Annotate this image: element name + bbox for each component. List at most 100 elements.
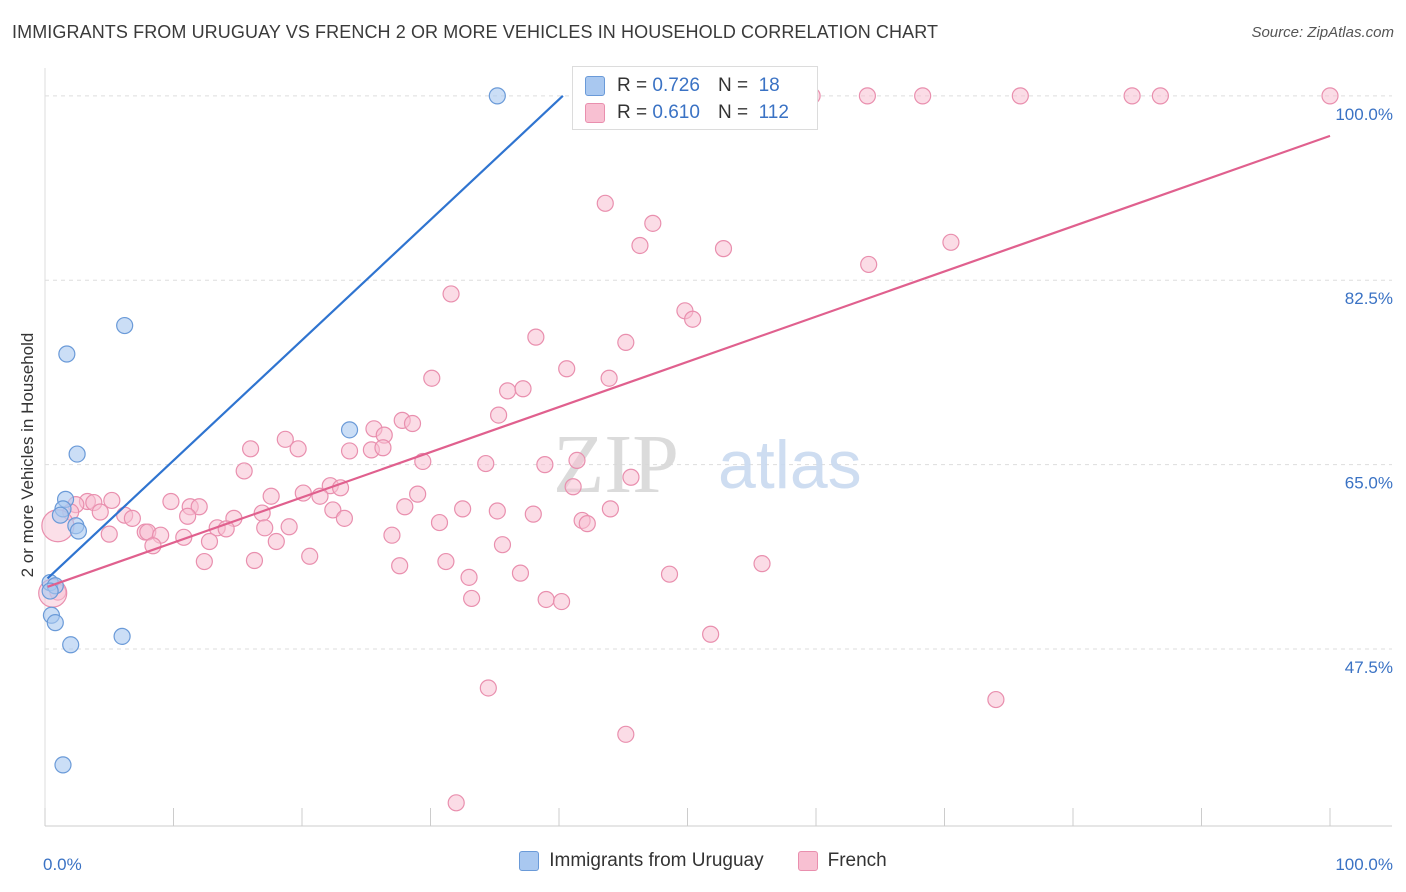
stats-r-label: R = — [617, 75, 648, 96]
x-axis-ticks — [44, 808, 1331, 826]
french-point — [374, 439, 392, 457]
chart-title: IMMIGRANTS FROM URUGUAY VS FRENCH 2 OR M… — [12, 22, 939, 42]
french-point — [753, 555, 771, 573]
x-tick-label-max: 100.0% — [1335, 855, 1393, 874]
uruguay-point — [58, 345, 76, 363]
french-point — [391, 557, 409, 575]
french-point — [524, 505, 542, 523]
french-point — [578, 515, 596, 533]
french-point — [403, 414, 422, 433]
french-point — [631, 236, 649, 255]
french-point — [987, 690, 1005, 709]
legend-item-french[interactable]: French — [797, 850, 887, 872]
french-points — [38, 87, 1339, 812]
y-tick-label: 47.5% — [1345, 658, 1393, 677]
legend-swatch-french — [797, 851, 818, 871]
french-point — [335, 509, 354, 527]
french-point — [454, 500, 472, 518]
french-point — [331, 479, 350, 497]
source-note: Source: ZipAtlas.com — [1251, 24, 1394, 41]
french-point — [622, 468, 640, 486]
uruguay-points — [41, 87, 506, 774]
legend-label-uruguay: Immigrants from Uruguay — [549, 850, 764, 871]
french-point — [552, 592, 571, 611]
french-point — [527, 328, 545, 346]
french-point — [568, 451, 586, 470]
legend-item-uruguay[interactable]: Immigrants from Uruguay — [519, 850, 764, 872]
french-point — [537, 590, 555, 609]
french-point — [600, 369, 618, 387]
stats-row-uruguay: R = 0.726 N = 18 — [585, 73, 780, 99]
french-point — [858, 87, 877, 105]
french-point — [511, 564, 530, 582]
stats-n-value: 18 — [758, 75, 780, 96]
french-point — [617, 333, 635, 351]
french-point — [340, 442, 359, 460]
french-point — [91, 503, 109, 521]
stats-box: R = 0.726 N = 18 R = 0.610 N = 112 — [572, 66, 818, 130]
stats-row-french: R = 0.610 N = 112 — [585, 100, 789, 126]
french-point — [276, 430, 294, 448]
french-point — [493, 536, 512, 554]
french-point — [195, 552, 213, 571]
stats-r-value: 0.610 — [652, 102, 700, 123]
french-point — [423, 369, 441, 387]
uruguay-point — [51, 506, 70, 524]
french-point — [479, 679, 497, 697]
french-point — [242, 440, 260, 458]
y-tick-label: 100.0% — [1335, 105, 1393, 124]
french-point — [490, 406, 508, 424]
french-point — [558, 360, 576, 378]
french-point — [144, 537, 162, 555]
y-axis-label: 2 or more Vehicles in Household — [18, 332, 37, 578]
french-point — [617, 725, 635, 743]
uruguay-trend-line — [46, 95, 564, 580]
french-point — [1151, 87, 1169, 105]
french-point — [463, 589, 481, 608]
watermark-atlas: atlas — [718, 427, 862, 503]
french-point — [100, 525, 118, 543]
french-point — [267, 532, 285, 551]
french-point — [601, 500, 620, 518]
uruguay-point — [340, 421, 359, 439]
french-point — [162, 492, 180, 511]
stats-r-value: 0.726 — [652, 75, 700, 96]
french-point — [179, 507, 197, 525]
stats-n-value: 112 — [758, 102, 789, 123]
french-point — [1123, 87, 1141, 105]
french-point — [660, 565, 679, 583]
french-point — [460, 568, 478, 586]
french-point — [430, 513, 449, 532]
french-point — [477, 454, 495, 473]
uruguay-point — [69, 522, 88, 540]
french-point — [280, 518, 298, 536]
french-point — [396, 498, 414, 516]
french-point — [514, 380, 532, 398]
uruguay-point — [54, 756, 72, 774]
french-point — [488, 502, 506, 520]
french-point — [383, 526, 401, 544]
legend-swatch-uruguay — [519, 851, 540, 871]
french-point — [644, 214, 662, 232]
french-point — [702, 625, 720, 643]
french-point — [262, 487, 280, 505]
y-tick-label: 82.5% — [1345, 289, 1393, 308]
stats-n-label: N = — [717, 75, 749, 96]
stats-swatch-uruguay — [585, 76, 605, 96]
french-point — [409, 485, 427, 503]
french-point — [437, 552, 455, 571]
french-point — [190, 498, 208, 516]
french-point — [245, 551, 264, 570]
french-point — [200, 532, 219, 551]
french-point — [289, 440, 307, 458]
french-point — [1321, 87, 1339, 105]
french-point — [596, 194, 614, 212]
stats-swatch-french — [585, 103, 605, 123]
uruguay-point — [62, 636, 80, 654]
x-tick-label-min: 0.0% — [43, 855, 82, 874]
french-point — [942, 233, 960, 251]
french-trend-line — [47, 134, 1331, 588]
french-point — [860, 255, 878, 274]
uruguay-point — [488, 87, 506, 105]
french-point — [1011, 87, 1029, 105]
